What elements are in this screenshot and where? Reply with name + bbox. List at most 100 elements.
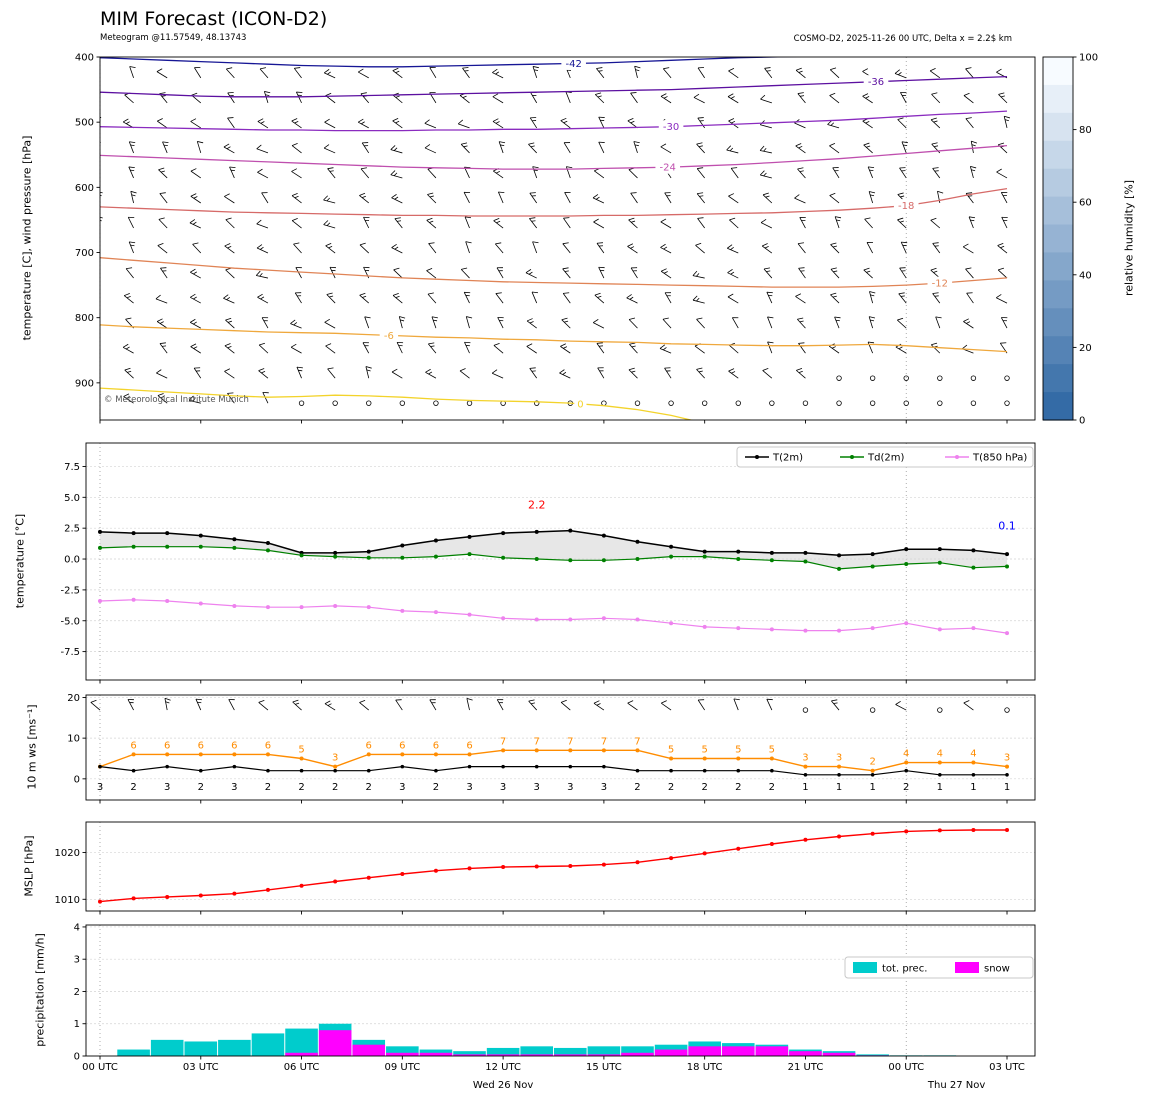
svg-text:100: 100 — [1079, 53, 1098, 64]
svg-text:4: 4 — [937, 749, 943, 760]
svg-text:5: 5 — [735, 744, 741, 755]
wind-mean-series: 3 2 3 2 3 2 2 2 2 3 2 3 3 3 3 3 2 2 2 2 2 1 1 1 2 1 1 1 — [97, 764, 1010, 793]
svg-text:5: 5 — [769, 744, 775, 755]
contour-label-bg — [379, 328, 399, 342]
svg-text:2: 2 — [298, 782, 304, 793]
page-title: MIM Forecast (ICON-D2) — [100, 8, 328, 30]
annotation-1: 0.1 — [998, 519, 1016, 532]
svg-text:3: 3 — [1004, 753, 1010, 764]
svg-text:1010: 1010 — [55, 895, 80, 906]
contour-label-bg — [863, 75, 889, 89]
svg-text:5: 5 — [701, 744, 707, 755]
svg-text:Thu 27 Nov: Thu 27 Nov — [927, 1080, 985, 1091]
svg-text:6: 6 — [433, 740, 439, 751]
svg-text:7: 7 — [500, 736, 506, 747]
svg-text:3: 3 — [601, 782, 607, 793]
svg-text:0: 0 — [74, 774, 80, 785]
svg-text:0.0: 0.0 — [64, 555, 80, 566]
svg-text:400: 400 — [75, 53, 94, 64]
svg-text:2: 2 — [265, 782, 271, 793]
legend-label: tot. prec. — [882, 964, 927, 975]
legend-label: Td(2m) — [867, 453, 904, 464]
svg-text:2: 2 — [869, 757, 875, 768]
legend-label: snow — [984, 964, 1010, 975]
svg-text:3: 3 — [534, 782, 540, 793]
svg-text:3: 3 — [74, 955, 80, 966]
ylabel-wind-speed: 10 m ws [ms⁻¹] — [25, 704, 39, 790]
contour-label-bg — [574, 397, 587, 411]
svg-text:03 UTC: 03 UTC — [989, 1062, 1025, 1073]
contour-label-bg — [658, 120, 684, 134]
svg-text:-2.5: -2.5 — [60, 585, 80, 596]
ylabel-temperature: temperature [°C] — [13, 513, 27, 609]
svg-text:2: 2 — [668, 782, 674, 793]
svg-text:4: 4 — [903, 749, 909, 760]
ylabel-relative-humidity: relative humidity [%] — [1122, 179, 1136, 297]
contour-label: -12 — [932, 279, 948, 290]
series-td-2m- — [98, 544, 1010, 571]
svg-text:3: 3 — [567, 782, 573, 793]
svg-text:40: 40 — [1079, 270, 1092, 281]
ylabel-upper-air: temperature [C], wind pressure [hPa] — [20, 135, 34, 341]
svg-text:2: 2 — [903, 782, 909, 793]
svg-text:6: 6 — [265, 740, 271, 751]
svg-text:3: 3 — [802, 753, 808, 764]
contour-label: -36 — [868, 77, 884, 88]
relative-humidity-colorbar: 0 20 40 60 80 100 — [1042, 53, 1098, 427]
svg-text:7.5: 7.5 — [64, 462, 80, 473]
svg-text:4: 4 — [970, 749, 976, 760]
svg-text:-7.5: -7.5 — [60, 647, 80, 658]
contour-label-bg — [561, 57, 586, 70]
svg-text:06 UTC: 06 UTC — [284, 1062, 320, 1073]
svg-text:20: 20 — [67, 693, 80, 704]
svg-text:15 UTC: 15 UTC — [586, 1062, 622, 1073]
svg-text:2: 2 — [701, 782, 707, 793]
svg-text:18 UTC: 18 UTC — [687, 1062, 723, 1073]
wind-barb-grid — [100, 65, 1011, 406]
subtitle-location: Meteogram @11.57549, 48.13743 — [100, 33, 247, 43]
contour-label-bg — [927, 276, 953, 290]
svg-text:3: 3 — [399, 782, 405, 793]
svg-text:3: 3 — [231, 782, 237, 793]
wind-barb-row — [90, 697, 1010, 713]
copyright-note: © Meteorological Institute Munich — [104, 395, 249, 405]
svg-text:6: 6 — [231, 740, 237, 751]
temperature-contours: -42 -36 -30 -24 -18 -12 -6 0 — [100, 57, 1008, 420]
svg-text:7: 7 — [601, 736, 607, 747]
snow-bars — [285, 1030, 889, 1056]
svg-text:7: 7 — [567, 736, 573, 747]
wind-gust-series: 6 6 6 6 6 5 3 6 6 6 6 7 7 7 7 7 5 5 5 5 3 3 2 4 4 4 3 — [98, 736, 1010, 773]
svg-text:09 UTC: 09 UTC — [384, 1062, 420, 1073]
svg-text:800: 800 — [75, 313, 94, 324]
svg-text:80: 80 — [1079, 125, 1092, 136]
svg-text:6: 6 — [198, 740, 204, 751]
svg-text:6: 6 — [366, 740, 372, 751]
ylabel-precipitation: precipitation [mm/h] — [33, 933, 47, 1047]
svg-text:2: 2 — [198, 782, 204, 793]
svg-text:0: 0 — [1079, 416, 1085, 427]
contour-label: -30 — [663, 122, 679, 133]
series-t-2m- — [98, 528, 1010, 558]
svg-text:3: 3 — [97, 782, 103, 793]
svg-text:3: 3 — [332, 753, 338, 764]
x-axis-labels: 00 UTC 03 UTC 06 UTC 09 UTC 12 UTC 15 UTC 18 U… — [82, 1062, 1025, 1091]
contour-label: -42 — [565, 59, 581, 70]
svg-text:00 UTC: 00 UTC — [888, 1062, 924, 1073]
svg-text:2: 2 — [735, 782, 741, 793]
svg-text:20: 20 — [1079, 343, 1092, 354]
svg-text:Wed 26 Nov: Wed 26 Nov — [473, 1080, 533, 1091]
svg-text:4: 4 — [74, 922, 80, 933]
temperature-panel: 2.2 0.1 7.5 5.0 2.5 0.0 -2.5 -5.0 -7.5 — [60, 442, 1036, 684]
svg-text:900: 900 — [75, 378, 94, 389]
svg-text:2: 2 — [130, 782, 136, 793]
svg-text:3: 3 — [164, 782, 170, 793]
svg-text:1: 1 — [869, 782, 875, 793]
contour-label-bg — [655, 160, 681, 174]
svg-text:6: 6 — [130, 740, 136, 751]
contour-label: -6 — [384, 331, 394, 342]
svg-text:1: 1 — [970, 782, 976, 793]
svg-text:600: 600 — [75, 183, 94, 194]
mslp-series — [98, 827, 1010, 904]
